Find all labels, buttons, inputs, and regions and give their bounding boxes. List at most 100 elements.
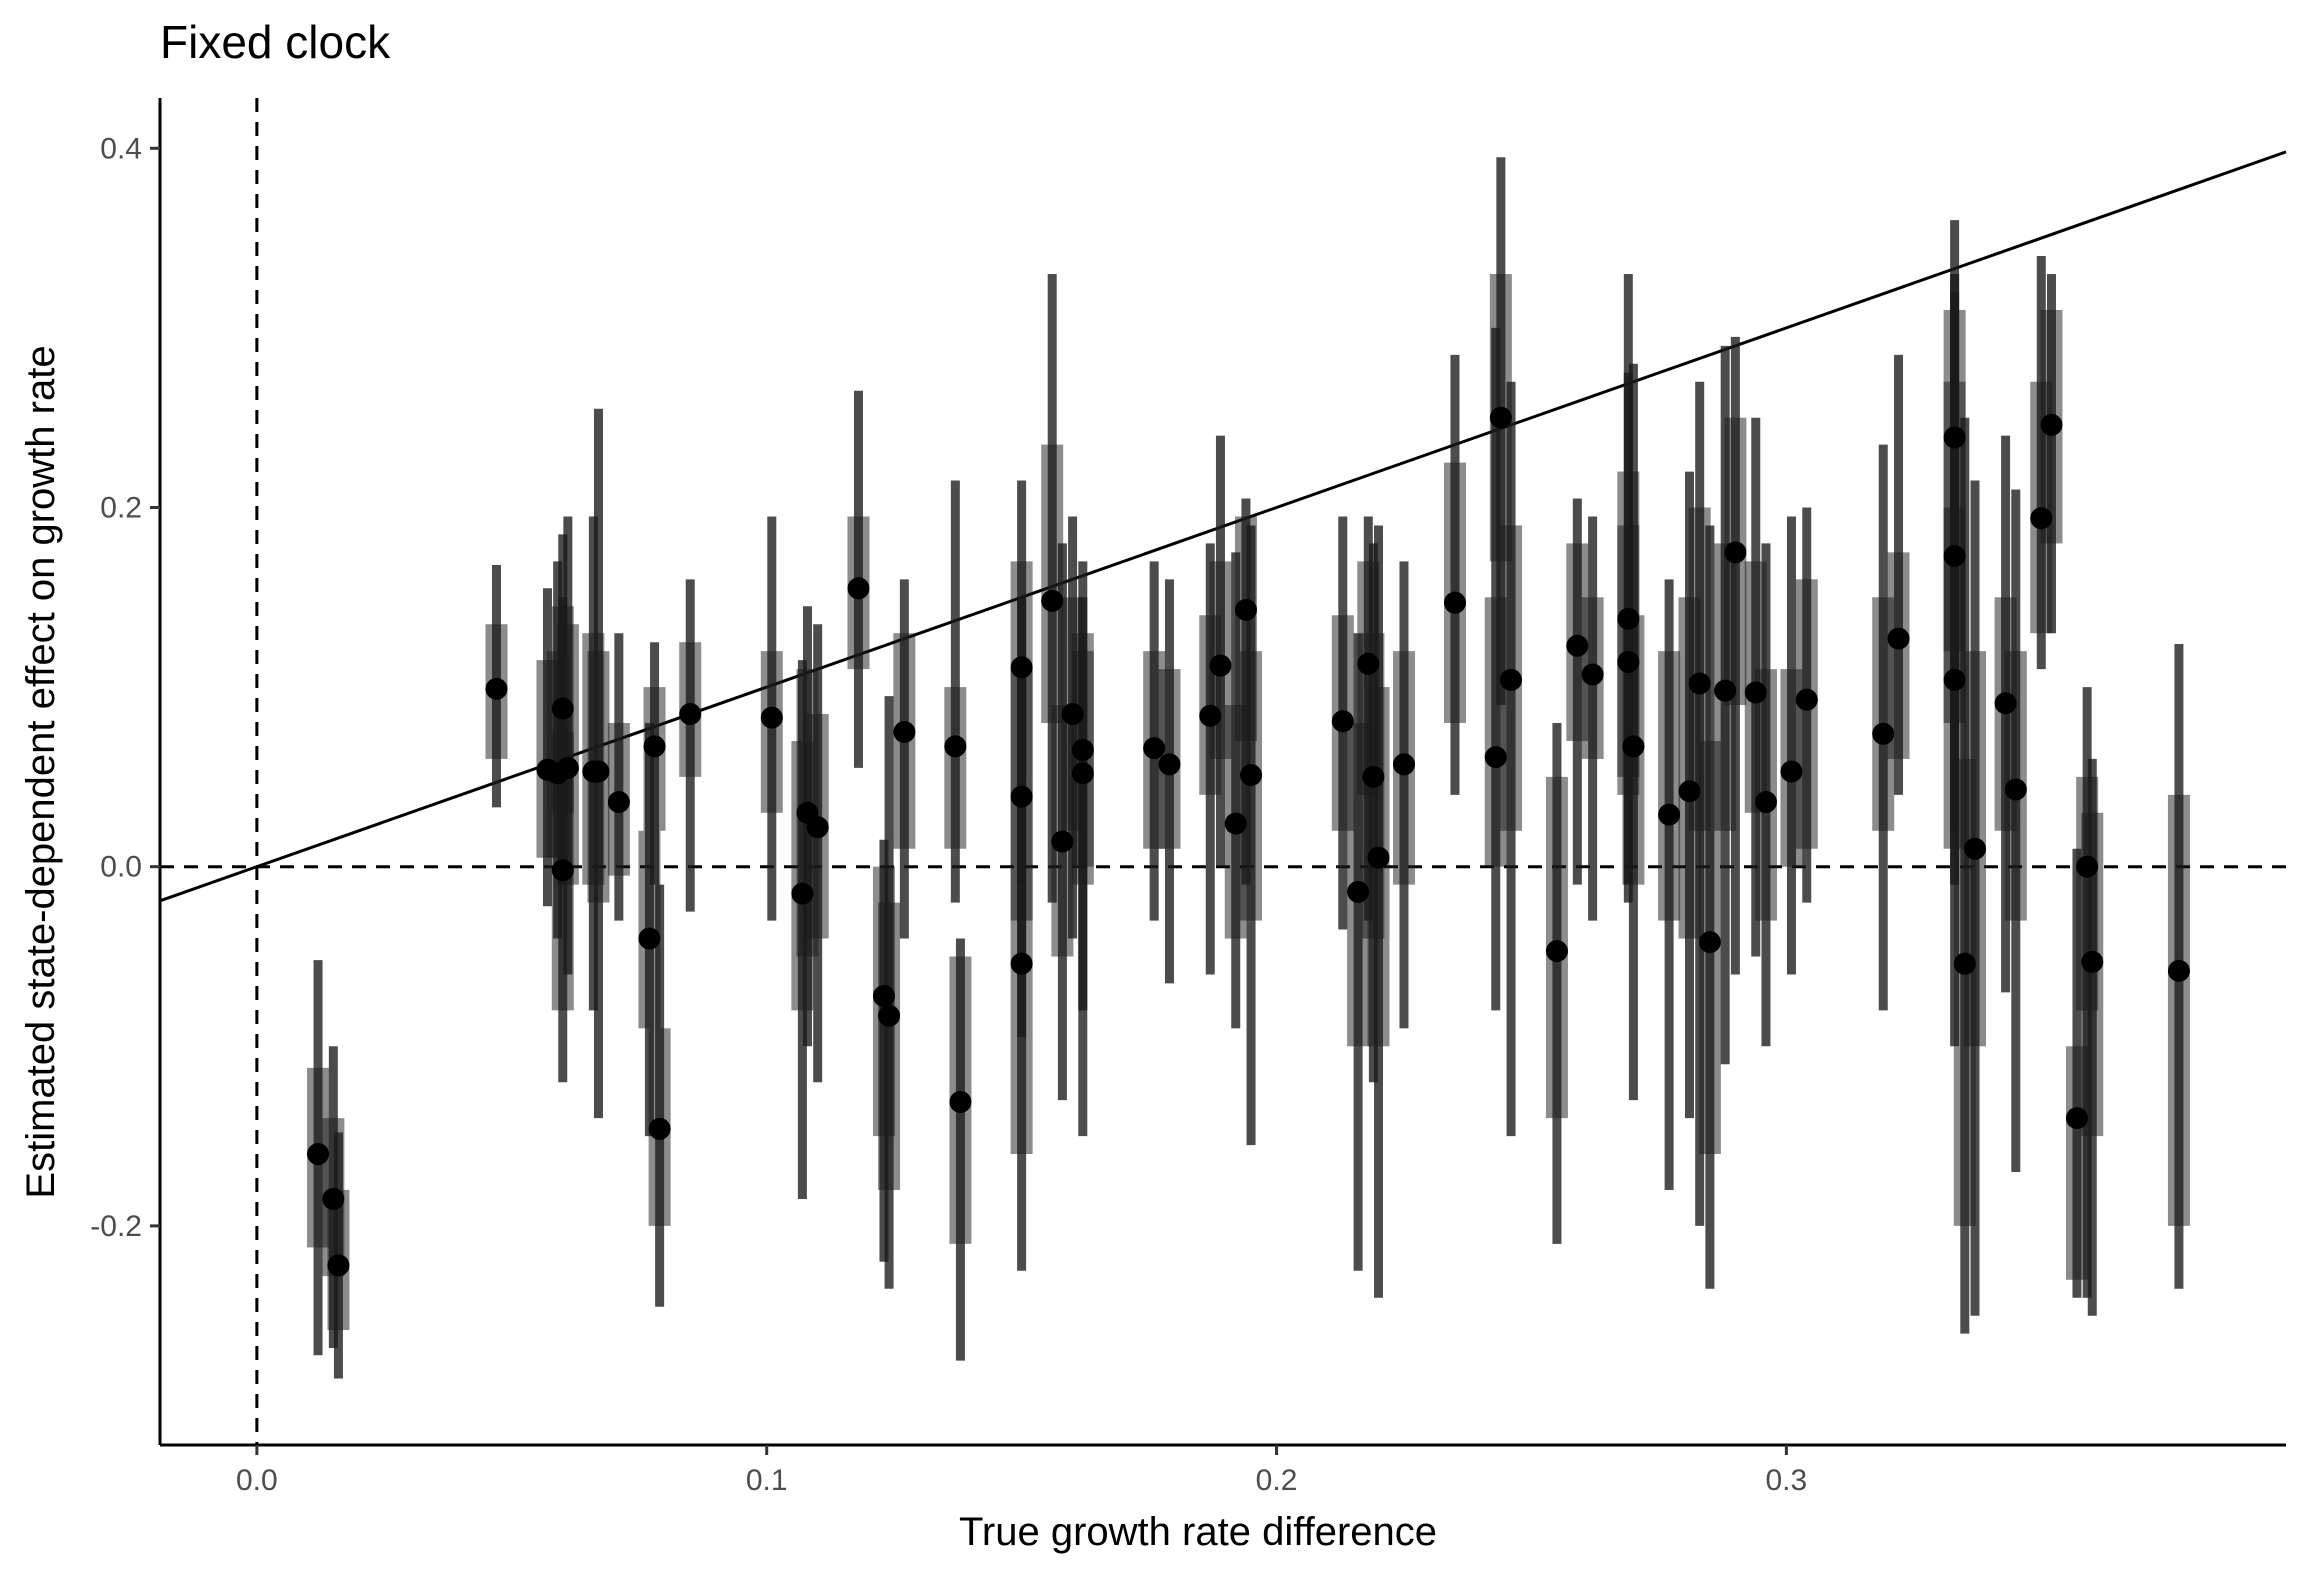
data-point (806, 816, 829, 839)
data-point (1500, 668, 1523, 691)
data-point (1071, 738, 1094, 761)
data-point (1041, 589, 1064, 612)
data-point (949, 1090, 972, 1113)
data-point (872, 985, 895, 1007)
data-point (1872, 722, 1895, 745)
data-point (1061, 703, 1084, 726)
data-point (893, 720, 916, 743)
data-point (322, 1187, 345, 1210)
data-point (2040, 413, 2063, 436)
y-tick-label: 0.4 (100, 132, 142, 165)
data-point (643, 735, 666, 758)
data-point (1392, 753, 1415, 776)
data-point (2030, 507, 2053, 530)
data-point (1795, 688, 1818, 711)
data-point (1443, 591, 1466, 614)
data-point (551, 697, 574, 720)
data-point (1622, 735, 1645, 758)
data-point (1240, 764, 1263, 787)
data-point (2167, 959, 2190, 982)
data-point (1357, 652, 1380, 675)
data-point (1698, 931, 1721, 954)
data-point (587, 760, 610, 783)
data-point (1051, 830, 1074, 853)
data-point (1617, 650, 1640, 673)
data-point (556, 756, 579, 779)
data-point (1010, 656, 1033, 679)
data-point (1943, 544, 1966, 567)
data-point (2004, 778, 2027, 801)
data-point (2081, 950, 2104, 973)
data-point (1199, 704, 1222, 727)
data-point (1367, 846, 1390, 869)
data-point (1744, 681, 1767, 704)
data-point (1617, 607, 1640, 630)
data-point (1484, 746, 1507, 769)
y-axis-title: Estimated state-dependent effect on grow… (19, 345, 63, 1198)
data-point (1581, 663, 1604, 686)
data-point (1489, 406, 1512, 429)
data-point (1887, 627, 1910, 650)
interval-50-bar (1887, 552, 1910, 759)
x-tick-label: 0.3 (1766, 1464, 1808, 1497)
data-point (1234, 598, 1257, 621)
data-point (1071, 762, 1094, 785)
x-axis-title: True growth rate difference (959, 1510, 1437, 1554)
data-point (1688, 672, 1711, 695)
data-point (307, 1143, 330, 1166)
data-point (760, 706, 783, 729)
data-point (944, 735, 967, 758)
interval-50-bar (944, 687, 967, 849)
data-point (607, 791, 630, 814)
interval-50-bar (878, 902, 901, 1190)
data-point (1754, 791, 1777, 814)
data-point (1224, 812, 1247, 835)
data-point (1010, 952, 1033, 975)
data-point (485, 677, 508, 700)
data-point (327, 1254, 350, 1277)
data-point (1953, 952, 1976, 975)
x-tick-label: 0.2 (1256, 1464, 1298, 1497)
data-point (1347, 880, 1370, 903)
data-point (791, 882, 814, 905)
data-point (878, 1004, 901, 1027)
data-point (1331, 710, 1354, 733)
x-tick-label: 0.0 (236, 1464, 278, 1497)
x-axis-ticks: 0.0 0.1 0.2 0.3 (236, 1445, 1807, 1497)
data-point (847, 577, 870, 600)
data-point (1994, 692, 2017, 715)
data-point (638, 927, 661, 950)
data-point (1780, 760, 1803, 783)
interval-50-bar (2081, 812, 2104, 1137)
interval-50-bar (1795, 579, 1818, 849)
interval-50-bar (1041, 444, 1064, 724)
y-tick-label: 0.0 (100, 851, 142, 884)
data-point (1658, 803, 1681, 826)
x-tick-label: 0.1 (746, 1464, 788, 1497)
data-point (1943, 426, 1966, 449)
y-tick-label: -0.2 (90, 1210, 142, 1243)
data-point (1209, 654, 1232, 677)
data-point (1158, 753, 1181, 776)
y-tick-label: 0.2 (100, 491, 142, 524)
data-point (1143, 737, 1166, 760)
interval-50-bar (760, 651, 783, 813)
data-point (1714, 679, 1737, 702)
interval-50-bar (643, 687, 666, 831)
data-points (307, 406, 2190, 1277)
data-point (1362, 765, 1385, 788)
data-point (1964, 837, 1987, 860)
data-point (1010, 785, 1033, 808)
interval-50-bar (2167, 794, 2190, 1226)
data-point (2076, 855, 2099, 878)
data-point (1724, 541, 1747, 564)
interval-50-bar (556, 624, 579, 885)
data-point (551, 859, 574, 882)
data-point (1545, 940, 1568, 963)
data-point (1943, 668, 1966, 691)
chart-title: Fixed clock (160, 16, 391, 68)
data-point (679, 703, 702, 726)
interval-50-bar (1658, 651, 1681, 921)
data-point (648, 1117, 671, 1140)
